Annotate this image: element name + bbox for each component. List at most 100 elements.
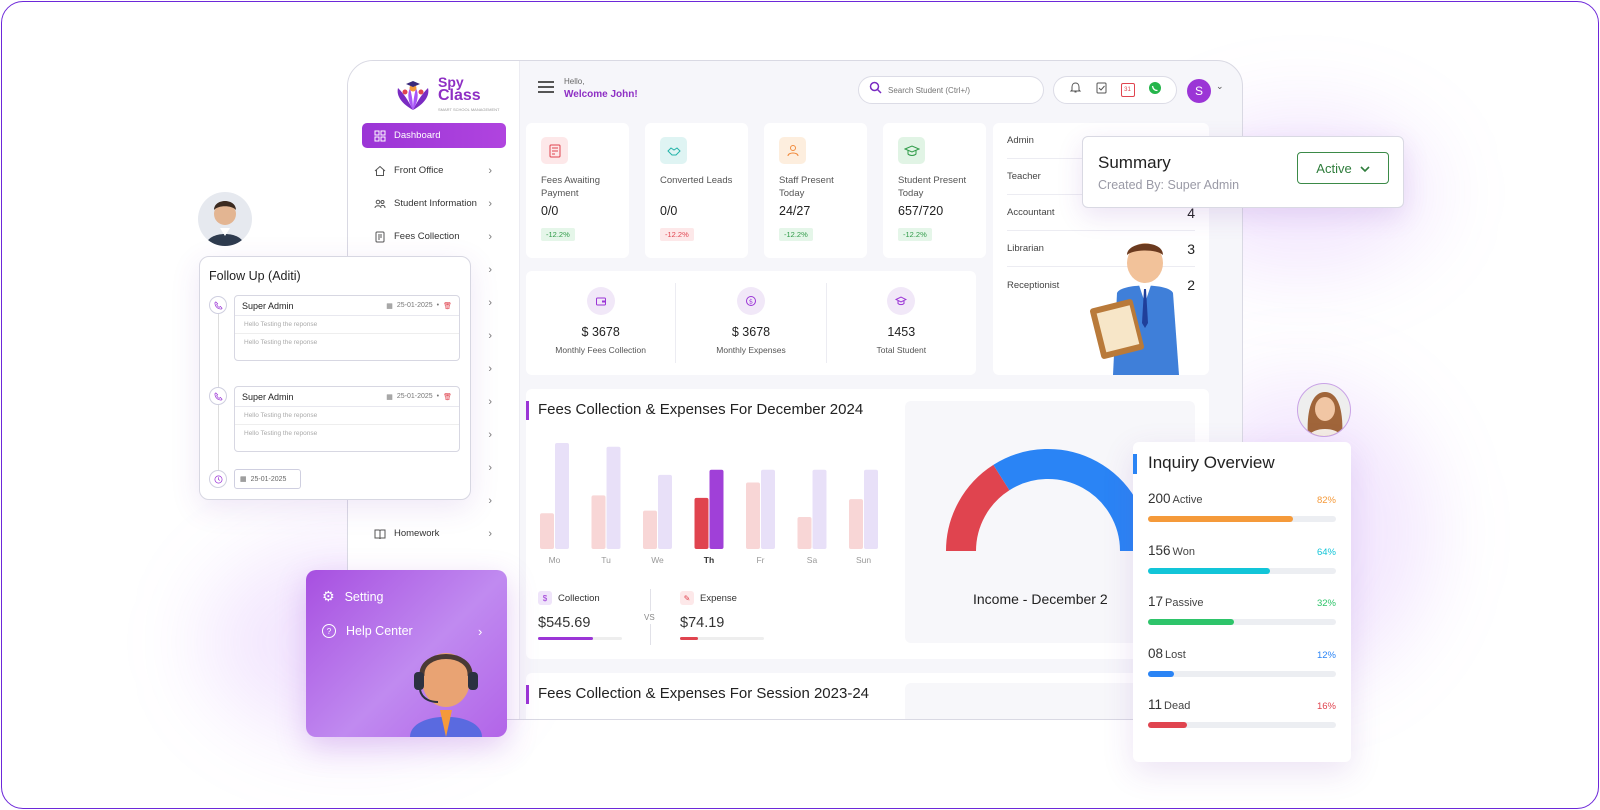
stat-change-badge: -12.2% [898, 228, 932, 241]
sidebar-item-hidden[interactable]: › [362, 385, 506, 418]
calendar-icon[interactable]: 31 [1120, 83, 1135, 97]
clock-icon [209, 470, 227, 488]
trash-icon[interactable]: 🗑 [443, 302, 452, 310]
stat-card-student-present: Student Present Today 657/720 -12.2% [883, 123, 986, 258]
trash-icon[interactable]: 🗑 [443, 393, 452, 401]
sidebar-item-hidden[interactable]: › [362, 484, 506, 517]
sidebar-item-homework[interactable]: Homework › [362, 517, 506, 550]
svg-text:$: $ [749, 297, 753, 305]
session-chart-card: Fees Collection & Expenses For Session 2… [525, 673, 1209, 719]
x-tick-label: Th [704, 555, 714, 565]
setting-label: Setting [344, 589, 384, 604]
sidebar-item-dashboard[interactable]: Dashboard [362, 123, 506, 148]
donut-label: Income - December 2 [973, 591, 1108, 607]
inquiry-count: 17 [1148, 594, 1164, 609]
user-avatar[interactable]: S [1187, 79, 1211, 103]
businessman-illustration [1087, 233, 1197, 375]
chevron-down-icon[interactable]: ⌄ [1216, 81, 1224, 91]
bar-Tu-series-2 [606, 446, 621, 549]
bar-Fr-series-1 [746, 482, 760, 549]
greeting: Hello, [564, 77, 585, 86]
inquiry-progress-fill [1148, 670, 1175, 677]
entry-date: 25-01-2025 [396, 393, 433, 400]
status-dropdown[interactable]: Active [1297, 152, 1389, 184]
bar-Th-series-2 [709, 469, 724, 549]
stat-value: 24/27 [779, 204, 811, 218]
sidebar-item-hidden[interactable]: › [362, 286, 506, 319]
entry-text: Hello Testing the reponse [244, 339, 318, 346]
chevron-right-icon[interactable]: › [478, 624, 483, 639]
total-value: $ 3678 [731, 325, 771, 339]
inquiry-label: Active [1172, 494, 1203, 506]
sidebar-item-student-information[interactable]: Student Information › [362, 187, 506, 220]
x-tick-label: Fr [756, 555, 764, 565]
date-value: 25-01-2025 [250, 475, 287, 483]
inquiry-count: 200 [1148, 491, 1171, 506]
whatsapp-icon[interactable] [1148, 81, 1162, 100]
setting-menu-item[interactable]: ⚙ Setting [322, 588, 383, 605]
sidebar-item-hidden[interactable]: › [362, 451, 506, 484]
search-bar[interactable] [858, 76, 1044, 104]
calendar-icon: ▦ [386, 393, 393, 401]
calendar-icon: ▦ [240, 476, 247, 483]
stat-card-staff-present: Staff Present Today 24/27 -12.2% [764, 123, 867, 258]
stat-value: 657/720 [898, 204, 944, 218]
logo-tagline: SMART SCHOOL MANAGEMENT [438, 107, 500, 112]
chevron-right-icon: › [488, 329, 492, 342]
logo-line-1: Spy [438, 74, 464, 90]
logo-line-2: Class [438, 87, 481, 104]
sidebar-item-fees-collection[interactable]: Fees Collection › [362, 220, 506, 253]
logo[interactable]: Spy Class SMART SCHOOL MANAGEMENT [392, 75, 500, 117]
inquiry-row-dead: 11 Dead 16% [1148, 696, 1336, 728]
entry-text: Hello Testing the reponse [235, 407, 459, 425]
inquiry-progress-track [1148, 722, 1336, 728]
x-tick-label: Sun [856, 555, 871, 565]
menu-icon[interactable] [538, 81, 554, 93]
bell-icon[interactable] [1069, 81, 1082, 99]
role-row: Accountant 4 [1007, 195, 1195, 231]
chevron-right-icon: › [488, 230, 492, 243]
graduation-icon [898, 137, 925, 164]
inquiry-progress-fill [1148, 516, 1293, 522]
stat-change-badge: -12.2% [541, 228, 575, 241]
chart-title: Fees Collection & Expenses For Session 2… [525, 685, 870, 704]
inquiry-row-active: 200 Active 82% [1148, 490, 1336, 522]
inquiry-percent: 82% [1316, 495, 1336, 506]
entry-text: Hello Testing the reponse [235, 316, 459, 334]
bar-Tu-series-1 [591, 495, 606, 549]
x-tick-label: Sa [807, 555, 818, 565]
entry-date: 25-01-2025 [396, 302, 433, 309]
summary-title: Summary [1098, 153, 1171, 172]
sidebar-item-hidden[interactable]: › [362, 352, 506, 385]
total-label: Monthly Fees Collection [555, 345, 647, 355]
bar-Th-series-1 [694, 497, 709, 549]
bar-chart: Mo Tu We Th Fr Sa Sun [540, 442, 878, 565]
sidebar-item-label: Front Office [394, 165, 444, 176]
phone-icon [209, 296, 227, 314]
follow-up-date-input[interactable]: ▦ 25-01-2025 [234, 469, 301, 489]
income-donut-chart [946, 449, 1150, 552]
setting-help-card: ⚙ Setting ? Help Center › [306, 570, 507, 737]
total-label: Monthly Expenses [716, 345, 786, 355]
inquiry-count: 08 [1148, 645, 1164, 661]
sidebar-item-hidden[interactable]: › [362, 418, 506, 451]
sidebar-item-front-office[interactable]: Front Office › [362, 154, 506, 187]
chevron-right-icon: › [488, 362, 492, 375]
sidebar-item-label: Fees Collection [394, 231, 460, 242]
sidebar-item-hidden[interactable]: › [362, 253, 506, 286]
bar-Sun-series-1 [849, 499, 863, 549]
search-input[interactable] [888, 85, 1028, 95]
role-label: Teacher [1007, 171, 1041, 182]
sidebar-item-hidden[interactable]: › [362, 319, 506, 352]
inquiry-count: 156 [1148, 542, 1171, 558]
totals-card: $ 3678 Monthly Fees Collection $ $ 3678 … [526, 271, 976, 375]
stat-label: Converted Leads [660, 175, 733, 186]
task-check-icon[interactable] [1095, 81, 1108, 99]
help-center-menu-item[interactable]: ? Help Center [322, 624, 413, 638]
total-expenses: $ $ 3678 Monthly Expenses [676, 283, 827, 363]
phone-icon [209, 387, 227, 405]
x-tick-label: Mo [549, 555, 561, 565]
home-icon [374, 165, 386, 177]
graduation-icon [887, 287, 916, 315]
inquiry-percent: 32% [1316, 598, 1336, 609]
